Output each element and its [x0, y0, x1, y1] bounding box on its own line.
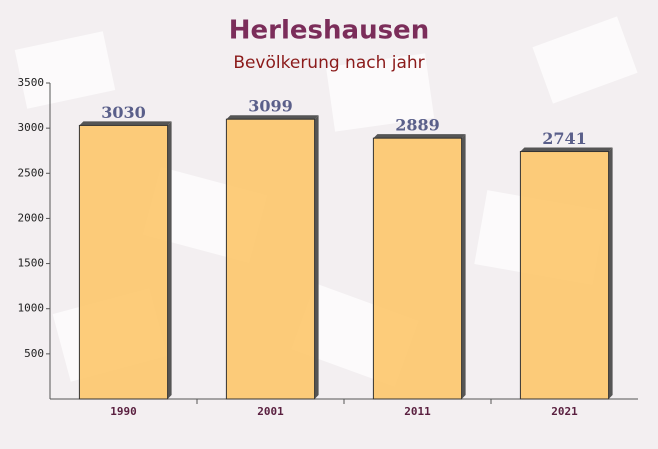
bar	[372, 137, 463, 400]
y-tick-label: 2500	[18, 166, 45, 179]
chart-title: Herleshausen	[229, 16, 429, 46]
x-tick-label: 1990	[110, 405, 137, 418]
x-tick-label: 2001	[257, 405, 284, 418]
x-tick-label: 2021	[551, 405, 578, 418]
bar-shadow-top	[520, 147, 613, 152]
bar-shadow-top	[79, 121, 172, 126]
value-label: 2889	[395, 116, 440, 135]
bar-shadow	[314, 115, 319, 399]
bar-shadow	[608, 147, 613, 399]
value-label: 3099	[248, 97, 293, 116]
bar	[519, 151, 610, 400]
y-tick-label: 1000	[18, 302, 45, 315]
x-tick-label: 2011	[404, 405, 431, 418]
bar-shadow	[461, 134, 466, 400]
value-label: 2741	[542, 129, 587, 148]
bar-shadow	[167, 121, 172, 399]
bar-shadow-top	[373, 134, 466, 139]
y-tick-label: 500	[24, 347, 44, 360]
chart-subtitle: Bevölkerung nach jahr	[233, 53, 424, 73]
bar	[78, 124, 169, 400]
y-tick-label: 3000	[18, 121, 45, 134]
bar	[225, 118, 316, 400]
bar-shadow-top	[226, 115, 319, 120]
value-label: 3030	[101, 103, 146, 122]
y-tick-label: 2000	[18, 211, 45, 224]
y-tick-label: 3500	[18, 76, 45, 89]
y-tick-label: 1500	[18, 257, 45, 270]
